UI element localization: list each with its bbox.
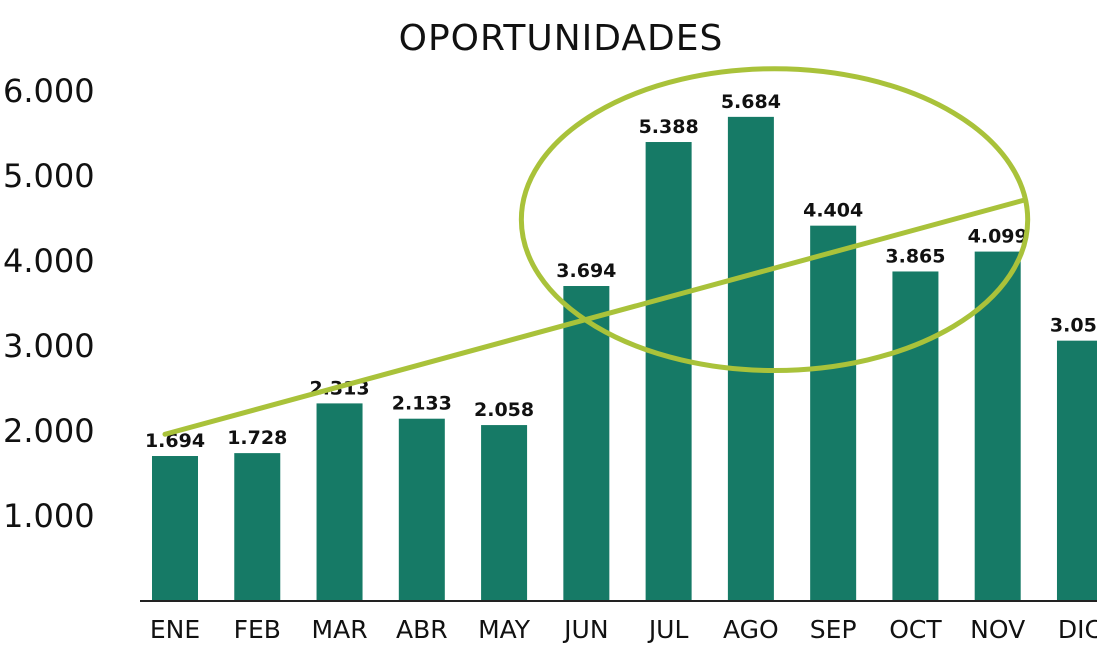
data-label-jun: 3.694: [556, 260, 616, 282]
y-tick-4000: 4.000: [3, 242, 95, 280]
x-tick-feb: FEB: [234, 615, 281, 644]
bar-feb: [234, 453, 281, 600]
bar-sep: [810, 225, 857, 600]
trendline: [162, 198, 1026, 437]
y-tick-2000: 2.000: [3, 412, 95, 450]
data-label-feb: 1.728: [227, 427, 287, 449]
data-label-may: 2.058: [474, 399, 534, 421]
y-tick-5000: 5.000: [3, 157, 95, 195]
bar-abr: [398, 418, 445, 600]
y-tick-1000: 1.000: [3, 497, 95, 535]
bars-group: [152, 116, 1097, 601]
data-label-nov: 4.099: [968, 226, 1028, 248]
x-tick-jul: JUL: [647, 615, 689, 644]
chart-title: OPORTUNIDADES: [398, 18, 724, 59]
y-tick-6000: 6.000: [3, 72, 95, 110]
bar-mar: [316, 403, 363, 600]
x-tick-oct: OCT: [889, 615, 942, 644]
bar-oct: [892, 271, 939, 600]
bar-ene: [152, 456, 198, 600]
bar-jun: [563, 286, 610, 600]
x-tick-dic: DIC: [1058, 615, 1097, 644]
x-axis: ENE FEB MAR ABR MAY JUN JUL AGO SEP OCT NOV DIC: [150, 615, 1097, 644]
x-tick-abr: ABR: [396, 615, 448, 644]
x-tick-jun: JUN: [562, 615, 608, 644]
data-label-sep: 4.404: [803, 200, 863, 222]
bar-ago: [727, 116, 774, 601]
data-label-ene: 1.694: [145, 430, 205, 452]
data-label-dic: 3.051: [1050, 315, 1097, 337]
y-axis: 1.000 2.000 3.000 4.000 5.000 6.000: [3, 72, 95, 535]
x-tick-may: MAY: [478, 615, 531, 644]
x-tick-mar: MAR: [312, 615, 368, 644]
x-tick-ago: AGO: [723, 615, 779, 644]
bar-may: [481, 425, 528, 600]
x-tick-ene: ENE: [150, 615, 200, 644]
x-tick-nov: NOV: [970, 615, 1025, 644]
data-label-ago: 5.684: [721, 91, 781, 113]
highlight-ellipse: [518, 66, 1031, 373]
data-label-jul: 5.388: [639, 116, 699, 138]
bar-nov: [974, 251, 1021, 600]
bar-dic: [1056, 340, 1097, 600]
data-labels-group: 1.6941.7282.3132.1332.0583.6945.3885.684…: [145, 91, 1097, 452]
data-label-abr: 2.133: [392, 393, 452, 415]
x-tick-sep: SEP: [810, 615, 857, 644]
y-tick-3000: 3.000: [3, 327, 95, 365]
bar-jul: [645, 142, 692, 600]
data-label-oct: 3.865: [885, 245, 945, 267]
